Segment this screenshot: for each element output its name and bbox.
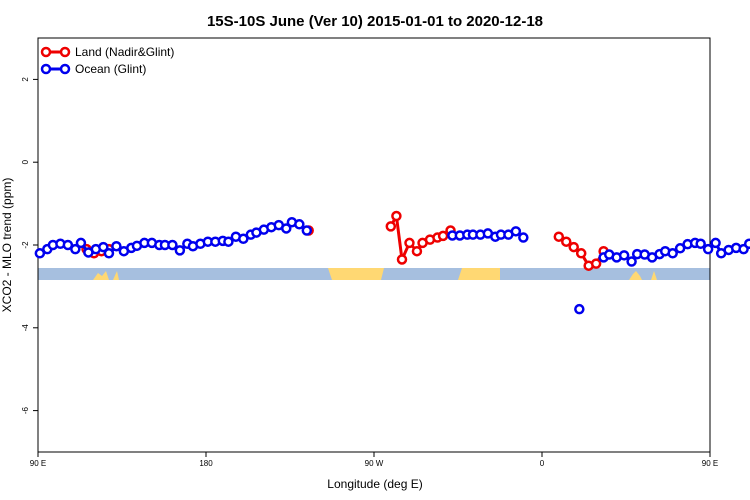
data-point: [111, 240, 122, 252]
legend-ocean-marker: [40, 63, 52, 75]
y-tick-label: -6: [21, 406, 30, 414]
legend-land-marker-2: [59, 46, 71, 58]
data-point: [167, 239, 178, 251]
x-tick-label: 180: [199, 459, 213, 468]
data-point: [174, 245, 186, 256]
data-point: [702, 243, 714, 255]
data-point: [626, 256, 637, 267]
x-axis: 90 E 180 90 W 0 90 E: [30, 452, 718, 468]
x-tick-label: 90 E: [702, 459, 718, 468]
data-point: [238, 233, 249, 245]
land-area-2: [93, 271, 109, 280]
data-point: [391, 210, 402, 222]
data-point: [385, 221, 397, 232]
y-tick-label: 0: [21, 159, 30, 164]
x-axis-label: Longitude (deg E): [327, 477, 422, 491]
y-tick-label: 2: [21, 77, 30, 82]
data-point: [301, 225, 313, 236]
data-point: [62, 239, 74, 251]
land-area-3: [113, 271, 119, 280]
data-point: [553, 231, 565, 242]
legend-land-label: Land (Nadir&Glint): [75, 45, 174, 59]
data-point: [404, 237, 415, 249]
data-point: [223, 236, 234, 247]
series-layer: [34, 210, 750, 315]
data-point: [396, 254, 408, 265]
data-point: [695, 238, 706, 250]
chart-title: 15S-10S June (Ver 10) 2015-01-01 to 2020…: [207, 13, 543, 30]
data-point: [568, 241, 579, 253]
data-point: [710, 237, 721, 249]
y-tick-label: -4: [21, 324, 30, 332]
land-area-4: [629, 271, 642, 280]
data-point: [743, 238, 750, 250]
data-point: [618, 250, 630, 261]
data-point: [510, 226, 522, 237]
x-tick-label: 90 W: [365, 459, 384, 468]
data-point: [674, 243, 686, 254]
data-point: [75, 237, 87, 249]
land-mask-strip: [38, 268, 710, 280]
data-point: [34, 248, 46, 259]
land-area-5: [651, 271, 657, 280]
legend-land-marker: [40, 46, 52, 58]
x-tick-label: 90 E: [30, 459, 46, 468]
data-point: [411, 245, 423, 257]
data-point: [437, 230, 449, 242]
legend-ocean-marker-2: [59, 63, 71, 75]
data-point: [281, 223, 292, 234]
y-axis-label: XCO2 - MLO trend (ppm): [0, 178, 14, 313]
series-1: [34, 216, 750, 315]
legend-ocean-label: Ocean (Glint): [75, 62, 146, 76]
data-point: [70, 243, 81, 255]
data-point: [575, 248, 587, 259]
land-area-0: [328, 268, 384, 280]
data-point: [561, 236, 572, 247]
data-point: [103, 248, 115, 259]
land-area-1: [458, 268, 500, 280]
y-axis: 2 0 -2 -4 -6: [21, 77, 38, 414]
y-tick-label: -2: [21, 241, 30, 249]
data-point: [98, 241, 109, 253]
data-point: [294, 219, 305, 230]
data-point: [667, 248, 678, 259]
data-point: [590, 258, 602, 269]
data-point: [574, 303, 585, 315]
legend: Land (Nadir&Glint) Ocean (Glint): [40, 45, 174, 76]
x-tick-label: 0: [540, 459, 545, 468]
data-point: [518, 232, 529, 243]
